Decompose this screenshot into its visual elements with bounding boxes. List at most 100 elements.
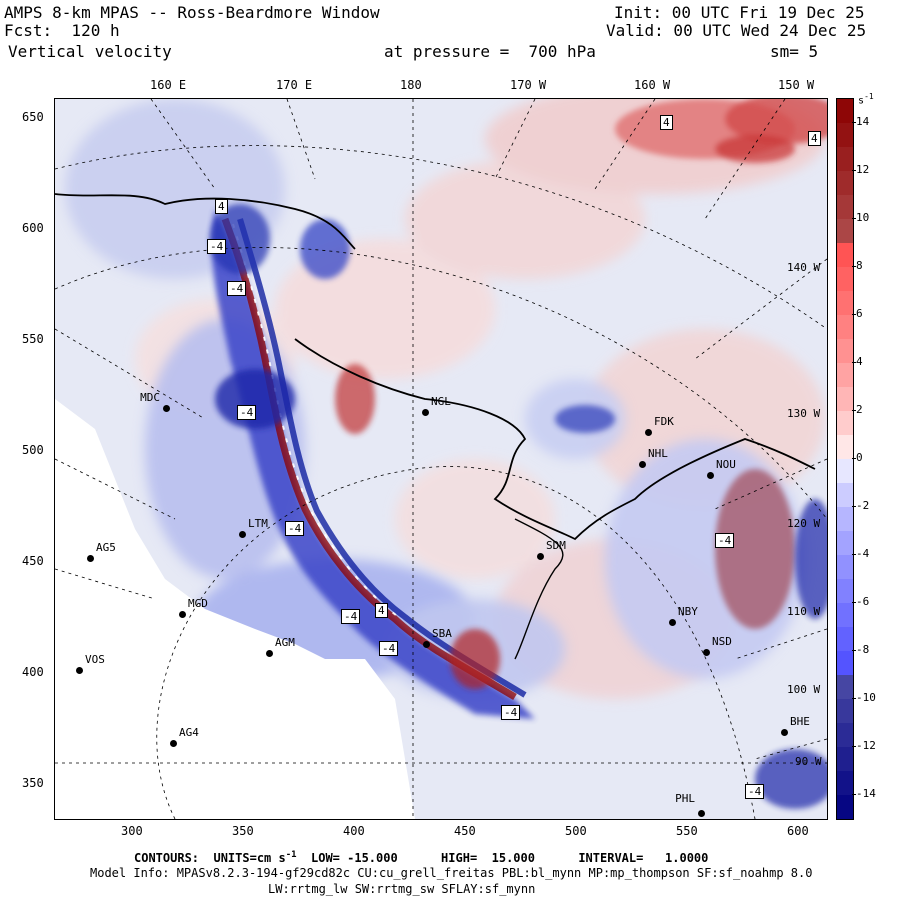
station-phl: PHL xyxy=(675,792,705,819)
colorbar-tick-label: -6 xyxy=(856,595,870,608)
station-nsd: NSD xyxy=(703,635,732,660)
pressure-level: at pressure = 700 hPa xyxy=(384,42,596,61)
colorbar-segment xyxy=(837,651,853,676)
station-bhe: BHE xyxy=(781,715,810,740)
station-label: NSD xyxy=(712,635,732,648)
colorbar-tick-mark xyxy=(852,410,856,411)
colorbar-tick-mark xyxy=(852,698,856,699)
colorbar-tick-label: 10 xyxy=(856,211,870,224)
contour-label-box: -4 xyxy=(501,705,521,720)
station-dot xyxy=(639,461,646,468)
y-tick-label: 450 xyxy=(22,554,44,568)
colorbar-segment xyxy=(837,123,853,148)
station-dot xyxy=(703,649,710,656)
colorbar-tick-mark xyxy=(852,122,856,123)
colorbar-segment xyxy=(837,555,853,580)
colorbar-segment xyxy=(837,771,853,796)
colorbar-segment xyxy=(837,699,853,724)
colorbar-tick-mark xyxy=(852,266,856,267)
station-ag5: AG5 xyxy=(87,541,116,566)
colorbar-tick-label: -14 xyxy=(856,787,876,800)
inner-lon-label: 100 W xyxy=(787,683,821,696)
station-sdm: SDM xyxy=(537,539,566,564)
station-label: AG5 xyxy=(96,541,116,554)
colorbar-segment xyxy=(837,267,853,292)
colorbar-tick-label: 8 xyxy=(856,259,863,272)
init-time: Init: 00 UTC Fri 19 Dec 25 xyxy=(614,3,865,22)
inner-lon-label: 140 W xyxy=(787,261,821,274)
x-tick-label: 400 xyxy=(343,824,365,838)
colorbar-segment xyxy=(837,627,853,652)
contour-label-box: -4 xyxy=(715,533,735,548)
station-label: MDC xyxy=(140,391,160,404)
colorbar-tick-label: 12 xyxy=(856,163,870,176)
contour-label-box: -4 xyxy=(285,521,305,536)
colorbar-tick-mark xyxy=(852,506,856,507)
y-tick-label: 400 xyxy=(22,665,44,679)
colorbar-segment xyxy=(837,387,853,412)
station-label: NHL xyxy=(648,447,668,460)
colorbar-tick-mark xyxy=(852,362,856,363)
lon-label: 170 E xyxy=(276,78,313,92)
smoothing: sm= 5 xyxy=(770,42,819,61)
station-dot xyxy=(179,611,186,618)
station-dot xyxy=(707,472,714,479)
inner-lon-label: 110 W xyxy=(787,605,821,618)
colorbar-tick-mark xyxy=(852,314,856,315)
station-nhl: NHL xyxy=(639,447,668,472)
station-dot xyxy=(423,641,430,648)
x-tick-label: 450 xyxy=(454,824,476,838)
contour-range: LOW= -15.000 HIGH= 15.000 INTERVAL= 1.00… xyxy=(296,851,709,865)
station-label: AGM xyxy=(275,636,295,649)
colorbar-tick-label: -10 xyxy=(856,691,876,704)
x-tick-label: 300 xyxy=(121,824,143,838)
y-tick-label: 550 xyxy=(22,332,44,346)
contour-label-box: -4 xyxy=(227,281,247,296)
colorbar-segment xyxy=(837,459,853,484)
colorbar-tick-mark xyxy=(852,554,856,555)
station-dot xyxy=(645,429,652,436)
station-label: MGD xyxy=(188,597,208,610)
inner-lon-label: 90 W xyxy=(795,755,822,768)
inner-lon-label: 130 W xyxy=(787,407,821,420)
colorbar-tick-mark xyxy=(852,650,856,651)
colorbar-segment xyxy=(837,243,853,268)
station-dot xyxy=(669,619,676,626)
station-dot xyxy=(163,405,170,412)
colorbar-segment xyxy=(837,315,853,340)
ice-shelf-edge xyxy=(514,518,564,660)
station-fdk: FDK xyxy=(645,415,674,440)
station-label: FDK xyxy=(654,415,674,428)
model-info-line2: LW:rrtmg_lw SW:rrtmg_sw SFLAY:sf_mynn xyxy=(268,882,536,896)
colorbar-tick-mark xyxy=(852,170,856,171)
colorbar-segment xyxy=(837,579,853,604)
lon-label: 160 W xyxy=(634,78,671,92)
station-label: LTM xyxy=(248,517,268,530)
station-dot xyxy=(537,553,544,560)
forecast-hour: Fcst: 120 h xyxy=(4,21,120,40)
colorbar-segment xyxy=(837,411,853,436)
station-nby: NBY xyxy=(669,605,698,630)
colorbar-segment xyxy=(837,747,853,772)
y-tick-label: 350 xyxy=(22,776,44,790)
colorbar-segment xyxy=(837,339,853,364)
station-ltm: LTM xyxy=(239,517,268,542)
x-tick-label: 600 xyxy=(787,824,809,838)
colorbar-segment xyxy=(837,99,853,124)
lon-label: 150 W xyxy=(778,78,815,92)
colorbar-segment xyxy=(837,603,853,628)
transantarctic-mountain-band xyxy=(210,204,827,809)
contour-label-box: -4 xyxy=(237,405,257,420)
y-tick-label: 600 xyxy=(22,221,44,235)
colorbar-tick-label: 14 xyxy=(856,115,870,128)
colorbar-units-exponent: -1 xyxy=(864,92,874,101)
station-ngl: NGL xyxy=(422,395,451,420)
contour-label-box: -4 xyxy=(207,239,227,254)
colorbar-tick-label: -2 xyxy=(856,499,870,512)
map-title: AMPS 8-km MPAS -- Ross-Beardmore Window xyxy=(4,3,380,22)
station-mdc: MDC xyxy=(140,391,170,416)
station-ag4: AG4 xyxy=(170,726,199,751)
station-dot xyxy=(87,555,94,562)
station-nou: NOU xyxy=(707,458,736,483)
strong-ascent-top-right xyxy=(615,99,827,163)
